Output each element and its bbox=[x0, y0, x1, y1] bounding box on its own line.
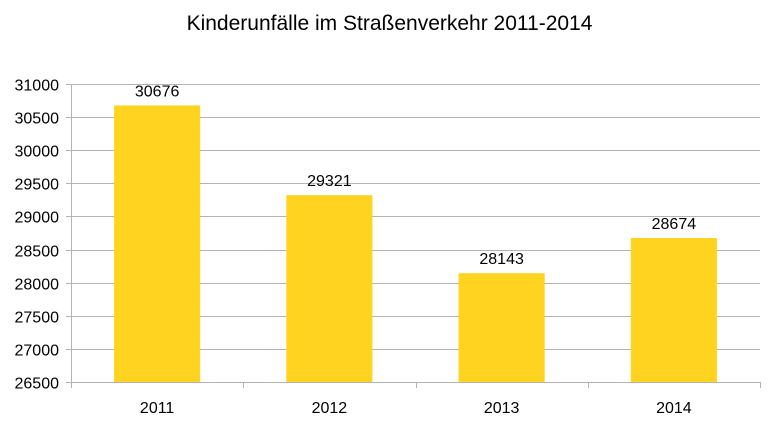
y-tick-label: 28000 bbox=[15, 277, 60, 294]
y-tick-label: 30500 bbox=[15, 111, 60, 128]
chart-title: Kinderunfälle im Straßenverkehr 2011-201… bbox=[186, 12, 593, 35]
bar-2014 bbox=[630, 238, 717, 382]
x-tick-label-2014: 2014 bbox=[656, 400, 692, 417]
x-tick-label-2013: 2013 bbox=[484, 400, 520, 417]
x-axis-tick-labels: 2011 2012 2013 2014 bbox=[140, 400, 692, 417]
y-tick-label: 26500 bbox=[15, 376, 60, 393]
x-tick-label-2011: 2011 bbox=[140, 400, 175, 417]
axes bbox=[71, 84, 760, 383]
data-label-2012: 29321 bbox=[307, 173, 352, 190]
y-axis-tick-labels: 26500 27000 27500 28000 28500 29000 29500 30000… bbox=[15, 78, 60, 393]
data-labels: 30676 29321 28143 28674 bbox=[135, 83, 696, 268]
data-label-2013: 28143 bbox=[479, 251, 524, 268]
y-tick-label: 31000 bbox=[15, 78, 60, 95]
y-tick-label: 28500 bbox=[15, 244, 60, 261]
bar-2012 bbox=[286, 195, 373, 382]
data-label-2011: 30676 bbox=[135, 83, 180, 100]
y-tick-label: 27500 bbox=[15, 310, 60, 327]
data-label-2014: 28674 bbox=[652, 216, 697, 233]
x-tick-label-2012: 2012 bbox=[312, 400, 348, 417]
bar-2011 bbox=[114, 105, 201, 383]
y-tick-label: 29500 bbox=[15, 177, 60, 194]
y-tick-label: 27000 bbox=[15, 343, 60, 360]
y-tick-label: 30000 bbox=[15, 144, 60, 161]
bars bbox=[114, 105, 717, 383]
bar-2013 bbox=[458, 273, 545, 382]
y-tick-label: 29000 bbox=[15, 210, 60, 227]
